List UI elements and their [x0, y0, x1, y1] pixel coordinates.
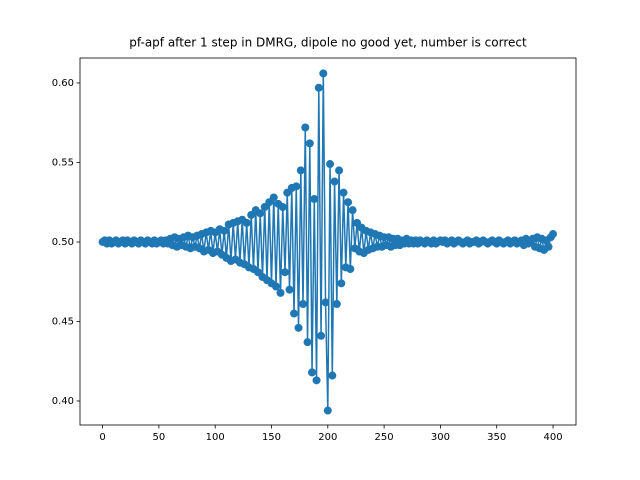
point [332, 299, 341, 308]
point [305, 139, 314, 148]
point [317, 331, 326, 340]
point [301, 123, 310, 132]
point [272, 282, 281, 291]
point [346, 265, 355, 274]
point [242, 218, 251, 227]
x-tick-label: 200 [318, 432, 337, 443]
point [330, 177, 339, 186]
y-tick-label: 0.55 [52, 157, 74, 168]
point [323, 406, 332, 415]
point [294, 323, 303, 332]
point [281, 268, 290, 277]
x-tick-label: 0 [99, 432, 105, 443]
point [544, 242, 553, 251]
x-tick-label: 250 [375, 432, 394, 443]
point [321, 298, 330, 307]
point [549, 230, 558, 239]
y-tick-label: 0.60 [52, 78, 74, 89]
point [310, 195, 319, 204]
point [308, 368, 317, 377]
point [348, 206, 357, 215]
point [269, 193, 278, 202]
point [328, 371, 337, 380]
x-tick-label: 300 [431, 432, 450, 443]
point [335, 166, 344, 175]
point [299, 299, 308, 308]
y-tick-label: 0.40 [52, 396, 74, 407]
x-tick-label: 100 [206, 432, 225, 443]
point [303, 338, 312, 347]
point [344, 198, 353, 207]
y-tick-label: 0.45 [52, 316, 74, 327]
x-tick-label: 150 [262, 432, 281, 443]
point [256, 209, 265, 218]
point [292, 182, 301, 191]
point [314, 83, 323, 92]
point [339, 188, 348, 197]
point [285, 285, 294, 294]
point [290, 309, 299, 318]
x-tick-label: 50 [153, 432, 166, 443]
x-tick-label: 350 [487, 432, 506, 443]
point [326, 160, 335, 169]
point [220, 226, 229, 235]
y-tick-label: 0.50 [52, 237, 74, 248]
chart-title: pf-apf after 1 step in DMRG, dipole no g… [129, 36, 527, 50]
point [296, 166, 305, 175]
point [276, 288, 285, 297]
point [337, 279, 346, 288]
point [319, 69, 328, 78]
point [278, 202, 287, 211]
point [312, 376, 321, 385]
x-tick-label: 400 [543, 432, 562, 443]
